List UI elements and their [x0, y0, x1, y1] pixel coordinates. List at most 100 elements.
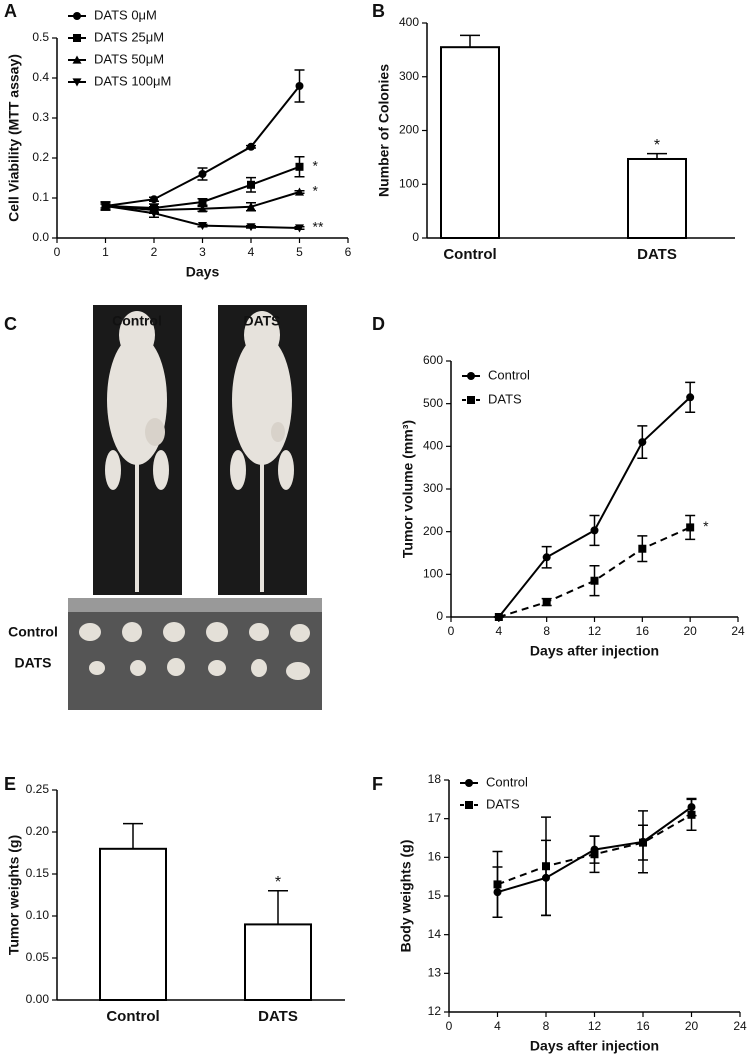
marker	[198, 170, 207, 178]
panel-letter: C	[4, 314, 17, 334]
y-axis-label: Tumor volume (mm³)	[400, 420, 416, 558]
x-tick-label: 6	[345, 245, 352, 259]
column-label: DATS	[243, 313, 280, 329]
x-tick-label: 3	[199, 245, 206, 259]
y-tick-label: 0.20	[26, 824, 50, 838]
y-tick-label: 13	[428, 966, 442, 980]
x-tick-label: 20	[685, 1019, 699, 1033]
legend-label: DATS 25μM	[94, 29, 164, 44]
marker	[687, 810, 696, 819]
annotation: *	[313, 158, 319, 174]
ruler	[68, 598, 322, 612]
y-tick-label: 12	[428, 1004, 442, 1018]
panel-letter: A	[4, 1, 17, 21]
marker	[638, 544, 647, 553]
error-bar	[123, 822, 143, 849]
marker	[295, 162, 304, 171]
legend-marker	[465, 779, 473, 787]
annotation: *	[313, 183, 319, 199]
y-axis-label: Number of Colonies	[376, 64, 392, 197]
panel-letter: B	[372, 1, 385, 21]
y-tick-label: 0.5	[32, 30, 49, 44]
marker	[639, 838, 647, 847]
marker	[246, 223, 256, 232]
x-tick-label: 24	[731, 624, 745, 638]
y-tick-label: 0.15	[26, 866, 50, 880]
marker	[542, 553, 551, 562]
marker	[150, 195, 158, 204]
x-tick-label: DATS	[258, 1008, 298, 1025]
y-tick-label: 16	[428, 850, 442, 864]
x-tick-label: 12	[588, 1019, 602, 1033]
mouse-control	[105, 311, 169, 592]
marker	[247, 180, 255, 189]
legend-marker	[467, 372, 475, 380]
bar	[440, 46, 500, 239]
x-tick-label: Control	[443, 246, 496, 263]
marker	[494, 613, 503, 621]
y-tick-label: 15	[428, 888, 442, 902]
column-label: Control	[112, 313, 162, 329]
x-tick-label: 24	[733, 1019, 747, 1033]
marker	[295, 187, 304, 196]
marker	[686, 393, 695, 402]
y-axis-label: Tumor weights (g)	[6, 835, 22, 955]
y-tick-label: 17	[428, 811, 442, 825]
y-tick-label: 400	[399, 15, 419, 29]
marker	[590, 850, 599, 859]
legend-marker	[465, 801, 473, 809]
bar	[244, 923, 312, 1002]
x-tick-label: 4	[494, 1019, 501, 1033]
y-tick-label: 0.05	[26, 950, 50, 964]
legend-marker	[73, 12, 81, 20]
marker	[101, 202, 110, 211]
y-tick-label: 200	[423, 524, 443, 538]
y-tick-label: 200	[399, 123, 419, 137]
x-tick-label: 2	[151, 245, 158, 259]
y-tick-label: 0.4	[32, 70, 49, 84]
annotation: *	[654, 137, 660, 154]
marker	[493, 880, 502, 889]
x-tick-label: DATS	[637, 246, 677, 263]
y-tick-label: 300	[399, 69, 419, 83]
y-tick-label: 0.25	[26, 782, 50, 796]
x-tick-label: 8	[543, 624, 550, 638]
error-bar	[460, 34, 480, 48]
row-label: Control	[8, 624, 58, 640]
mouse-photos	[68, 305, 322, 710]
series-line	[105, 85, 301, 207]
y-axis-label: Cell Viability (MTT assay)	[6, 54, 22, 222]
legend-marker	[72, 55, 82, 64]
tumors	[79, 622, 310, 680]
y-tick-label: 0.00	[26, 992, 50, 1006]
x-tick-label: 12	[588, 624, 602, 638]
annotation: *	[703, 518, 709, 534]
legend-marker	[73, 34, 81, 42]
x-axis-label: Days after injection	[530, 643, 659, 659]
marker	[295, 224, 304, 233]
legend-label: DATS 0μM	[94, 7, 157, 22]
y-tick-label: 0.2	[32, 150, 49, 164]
annotation: *	[275, 874, 281, 891]
x-tick-label: 5	[296, 245, 303, 259]
error-bar	[268, 890, 288, 925]
marker	[295, 82, 304, 90]
x-tick-label: 8	[543, 1019, 550, 1033]
x-tick-label: 16	[636, 624, 650, 638]
x-tick-label: Control	[106, 1008, 159, 1025]
x-tick-label: 1	[102, 245, 109, 259]
x-tick-label: 0	[54, 245, 61, 259]
marker	[686, 523, 695, 532]
bar	[99, 847, 167, 1001]
marker	[590, 526, 599, 535]
y-tick-label: 0.3	[32, 110, 49, 124]
x-tick-label: 4	[495, 624, 502, 638]
tumor-photo	[68, 598, 322, 710]
marker	[638, 438, 647, 447]
y-tick-label: 500	[423, 396, 443, 410]
marker	[247, 142, 255, 151]
marker	[198, 198, 207, 206]
y-tick-label: 0.0	[32, 230, 49, 244]
panel-letter: F	[372, 774, 383, 794]
y-tick-label: 18	[428, 772, 442, 786]
